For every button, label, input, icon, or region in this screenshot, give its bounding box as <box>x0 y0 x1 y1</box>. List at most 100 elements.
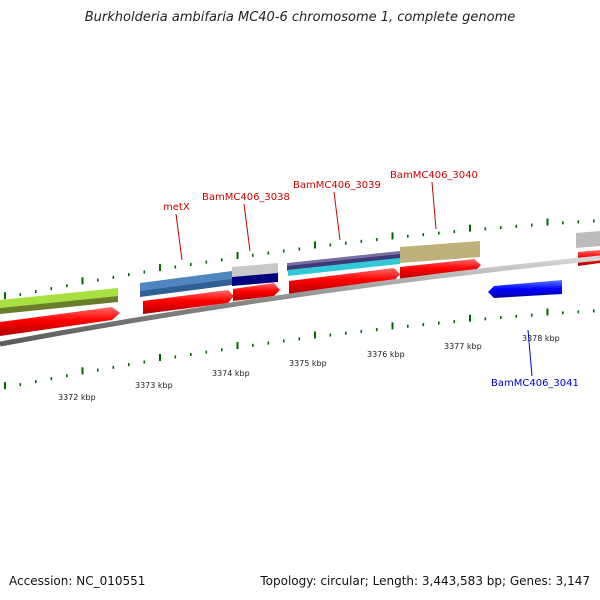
minor-tick <box>205 350 208 354</box>
cds-arrow <box>289 268 400 294</box>
major-tick <box>159 263 161 271</box>
minor-tick <box>438 321 440 325</box>
feature-block-gray-small <box>232 263 278 277</box>
tick-label: 3372 kbp <box>58 393 96 402</box>
gene-label-3039[interactable]: BamMC406_3039 <box>293 180 381 191</box>
minor-tick <box>562 221 564 225</box>
minor-tick <box>593 309 595 313</box>
leader-line <box>333 191 341 241</box>
tick-label: 3375 kbp <box>289 359 327 368</box>
gene-labels: metX BamMC406_3038 BamMC406_3039 BamMC40… <box>163 170 579 389</box>
major-tick <box>546 308 549 316</box>
feature-block-steelblue-dark <box>140 279 232 297</box>
minor-tick <box>19 383 22 387</box>
feature-block-olive <box>0 296 118 314</box>
minor-tick <box>593 219 595 223</box>
minor-tick <box>329 333 332 337</box>
minor-tick <box>360 239 363 243</box>
cds-arrow <box>400 259 481 280</box>
minor-tick <box>252 253 254 257</box>
gene-label-3040[interactable]: BamMC406_3040 <box>390 170 478 181</box>
minor-tick <box>376 238 378 242</box>
feature-block-violet <box>287 254 400 270</box>
major-tick <box>391 232 394 240</box>
inner-tick-arc <box>4 308 595 390</box>
minor-tick <box>252 343 254 347</box>
leader-line <box>527 329 533 377</box>
major-tick <box>391 322 394 330</box>
minor-tick <box>283 339 285 343</box>
tick-label: 3376 kbp <box>367 350 405 359</box>
minor-tick <box>19 293 22 297</box>
leader-line <box>243 203 251 252</box>
gene-label-leaders <box>175 181 533 377</box>
genome-summary-text: Topology: circular; Length: 3,443,583 bp… <box>260 574 590 588</box>
minor-tick <box>205 260 208 264</box>
minor-tick <box>128 273 130 277</box>
major-tick <box>236 252 239 260</box>
minor-tick <box>283 249 285 253</box>
major-tick <box>4 292 6 300</box>
feature-block-gray-right <box>576 231 600 248</box>
major-tick <box>314 241 316 249</box>
outer-tick-arc <box>4 218 595 300</box>
minor-tick <box>577 220 580 224</box>
minor-tick <box>174 355 177 359</box>
minor-tick <box>50 377 53 381</box>
tick-label: 3377 kbp <box>444 342 482 351</box>
genome-backbone <box>0 255 600 347</box>
cds-arrow <box>143 290 234 314</box>
minor-tick <box>500 316 502 320</box>
minor-tick <box>267 251 270 255</box>
feature-block-khaki <box>400 241 480 263</box>
minor-tick <box>267 341 270 345</box>
minor-tick <box>298 247 301 251</box>
major-tick <box>546 218 549 226</box>
minor-tick <box>112 275 115 279</box>
minor-tick <box>531 223 533 227</box>
major-tick <box>81 277 84 285</box>
minor-tick <box>376 328 378 332</box>
minor-tick <box>500 226 502 230</box>
minor-tick <box>35 380 37 384</box>
minor-tick <box>143 270 146 274</box>
feature-block-cyan <box>288 258 400 276</box>
minor-tick <box>438 231 440 235</box>
gene-label-3038[interactable]: BamMC406_3038 <box>202 192 290 203</box>
minor-tick <box>453 230 456 234</box>
minor-tick <box>577 310 580 314</box>
feature-blocks <box>0 231 600 314</box>
minor-tick <box>531 313 533 317</box>
minor-tick <box>221 258 223 262</box>
minor-tick <box>360 329 363 333</box>
minor-tick <box>345 331 347 335</box>
minor-tick <box>484 227 487 231</box>
minor-tick <box>128 363 130 367</box>
gene-label-metX[interactable]: metX <box>163 202 190 213</box>
major-tick <box>314 331 316 339</box>
minor-tick <box>484 317 487 321</box>
minor-tick <box>143 360 146 364</box>
tick-label: 3373 kbp <box>135 381 173 390</box>
minor-tick <box>190 353 192 357</box>
minor-tick <box>345 241 347 245</box>
minor-tick <box>407 234 409 238</box>
minor-tick <box>174 265 177 269</box>
minor-tick <box>298 337 301 341</box>
minor-tick <box>562 311 564 315</box>
kbp-labels: 3372 kbp 3373 kbp 3374 kbp 3375 kbp 3376… <box>58 334 560 402</box>
minor-tick <box>190 263 192 267</box>
minor-tick <box>422 323 425 327</box>
minor-tick <box>97 278 99 282</box>
major-tick <box>81 367 84 375</box>
cds-arrow <box>233 283 280 301</box>
gene-label-3041[interactable]: BamMC406_3041 <box>491 378 579 389</box>
accession-text: Accession: NC_010551 <box>9 574 146 588</box>
minor-tick <box>515 224 518 228</box>
tick-label: 3378 kbp <box>522 334 560 343</box>
minor-tick <box>35 290 37 294</box>
feature-block-green <box>0 288 118 308</box>
minor-tick <box>97 368 99 372</box>
leader-line <box>175 213 183 261</box>
major-tick <box>4 382 6 390</box>
